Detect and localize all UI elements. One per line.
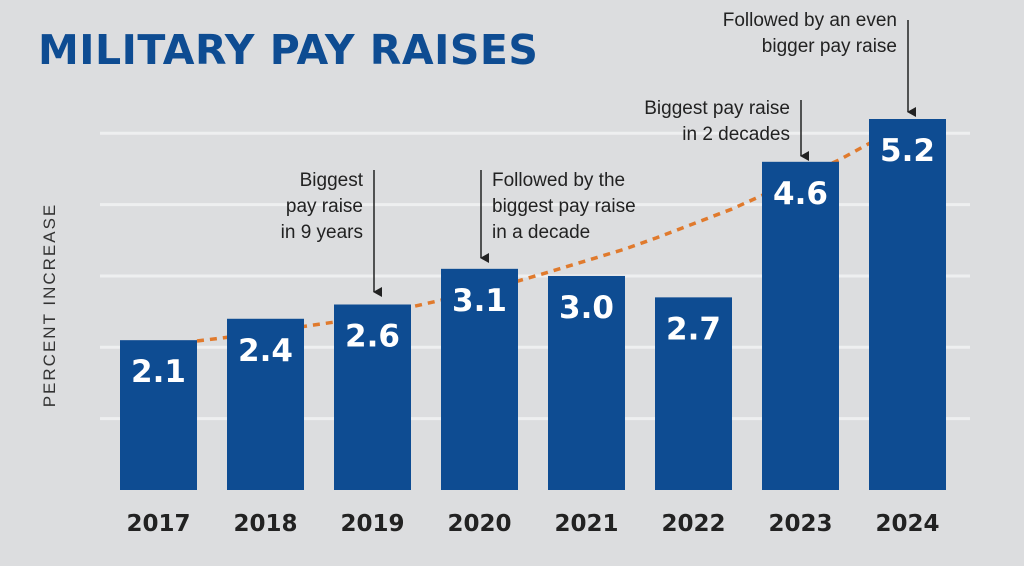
bar-2018 (227, 318, 304, 490)
annotation-text: in 2 decades (682, 124, 790, 145)
x-tick-label: 2020 (447, 511, 511, 537)
annotation-text: Biggest (300, 170, 364, 191)
chart-title: MILITARY PAY RAISES (38, 26, 539, 74)
data-label: 4.6 (773, 176, 828, 212)
bar-2023 (762, 161, 839, 491)
annotation-text: Followed by an even (723, 10, 897, 31)
x-tick-label: 2018 (233, 511, 297, 537)
x-tick-label: 2022 (661, 511, 725, 537)
x-tick-label: 2024 (875, 511, 939, 537)
x-tick-label: 2023 (768, 511, 832, 537)
data-label: 2.1 (131, 354, 186, 390)
annotation-text: pay raise (286, 196, 363, 217)
data-label: 5.2 (880, 133, 935, 169)
bar-2017 (120, 340, 197, 490)
bar-2019 (334, 304, 411, 490)
data-label: 2.6 (345, 319, 400, 355)
x-tick-label: 2019 (340, 511, 404, 537)
bar-2024 (869, 119, 946, 490)
bar-2020 (441, 268, 518, 490)
bar-2022 (655, 297, 732, 490)
trend-line (196, 141, 871, 343)
x-tick-label: 2021 (554, 511, 618, 537)
data-label: 3.0 (559, 290, 614, 326)
data-label: 2.7 (666, 311, 721, 347)
annotation-text: biggest pay raise (492, 196, 636, 217)
annotation-text: Followed by the (492, 170, 625, 191)
data-label: 3.1 (452, 283, 507, 319)
annotation-text: in a decade (492, 222, 590, 243)
bar-2021 (548, 275, 625, 490)
annotation-text: bigger pay raise (762, 36, 897, 57)
annotation-text: in 9 years (281, 222, 363, 243)
annotation-text: Biggest pay raise (644, 98, 790, 119)
x-tick-label: 2017 (126, 511, 190, 537)
data-label: 2.4 (238, 333, 293, 369)
